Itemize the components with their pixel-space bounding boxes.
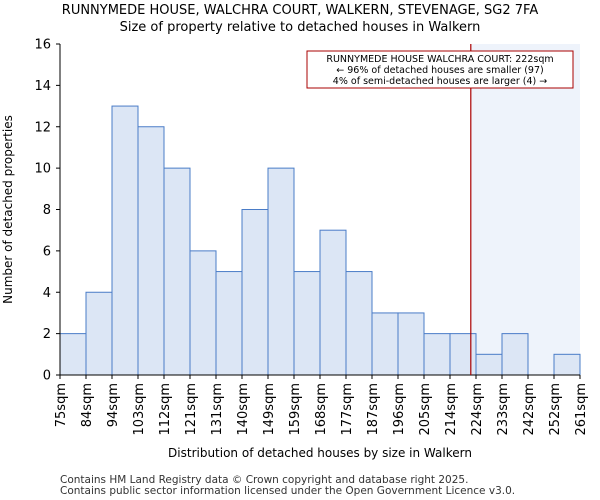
x-tick-label: 252sqm — [548, 383, 563, 436]
histogram-bar — [59, 333, 87, 376]
histogram-bar — [449, 333, 477, 376]
histogram-bar — [423, 333, 451, 376]
x-tick-label: 94sqm — [106, 383, 121, 427]
histogram-bar — [475, 353, 503, 376]
footer-copyright: Contains HM Land Registry data © Crown c… — [60, 474, 469, 486]
histogram-bar — [189, 250, 217, 376]
y-tick-label: 8 — [43, 203, 51, 218]
x-tick-label: 187sqm — [366, 383, 381, 436]
x-axis-label: Distribution of detached houses by size … — [168, 446, 472, 460]
histogram-bar — [345, 271, 373, 376]
chart-subtitle: Size of property relative to detached ho… — [119, 20, 481, 35]
histogram-bar — [267, 167, 295, 376]
y-tick-label: 14 — [34, 79, 51, 94]
annotation-text: ← 96% of detached houses are smaller (97… — [336, 65, 543, 76]
histogram-bar — [319, 229, 347, 376]
histogram-bar — [501, 333, 529, 376]
x-tick-label: 140sqm — [236, 383, 251, 436]
y-tick-label: 10 — [34, 162, 51, 177]
histogram-bar — [215, 271, 243, 376]
x-tick-label: 84sqm — [80, 383, 95, 427]
x-tick-label: 177sqm — [340, 383, 355, 436]
x-tick-label: 205sqm — [418, 383, 433, 436]
y-tick-label: 16 — [34, 38, 51, 53]
annotation-text: RUNNYMEDE HOUSE WALCHRA COURT: 222sqm — [326, 54, 553, 65]
x-tick-label: 112sqm — [158, 383, 173, 436]
annotation-box — [306, 50, 574, 89]
x-tick-label: 196sqm — [392, 383, 407, 436]
histogram-bar — [293, 271, 321, 376]
x-tick-label: 214sqm — [444, 383, 459, 436]
x-tick-label: 242sqm — [522, 383, 537, 436]
histogram-bar — [371, 312, 399, 376]
histogram-bar — [85, 291, 113, 376]
y-tick-label: 2 — [43, 327, 51, 342]
x-tick-label: 103sqm — [132, 383, 147, 436]
y-tick-label: 4 — [43, 286, 51, 301]
x-tick-label: 224sqm — [470, 383, 485, 436]
x-tick-label: 149sqm — [262, 383, 277, 436]
x-tick-label: 233sqm — [496, 383, 511, 436]
histogram-bar — [111, 105, 139, 376]
x-tick-label: 261sqm — [574, 383, 589, 436]
histogram-bar — [163, 167, 191, 376]
x-tick-label: 168sqm — [314, 383, 329, 436]
histogram-bar — [137, 126, 165, 376]
x-tick-label: 75sqm — [54, 383, 69, 427]
y-tick-label: 0 — [43, 369, 51, 384]
x-tick-label: 121sqm — [184, 383, 199, 436]
histogram-bar — [241, 209, 269, 376]
histogram-bar — [553, 353, 581, 376]
y-tick-label: 12 — [34, 120, 51, 135]
chart-title: RUNNYMEDE HOUSE, WALCHRA COURT, WALKERN,… — [61, 3, 539, 18]
footer-licence: Contains public sector information licen… — [60, 485, 516, 497]
annotation-text: 4% of semi-detached houses are larger (4… — [333, 76, 547, 87]
y-axis-label: Number of detached properties — [1, 115, 15, 304]
larger-region-shade — [470, 44, 580, 375]
y-tick-label: 6 — [43, 244, 51, 259]
x-tick-label: 131sqm — [210, 383, 225, 436]
x-tick-label: 159sqm — [288, 383, 303, 436]
histogram-bar — [397, 312, 425, 376]
